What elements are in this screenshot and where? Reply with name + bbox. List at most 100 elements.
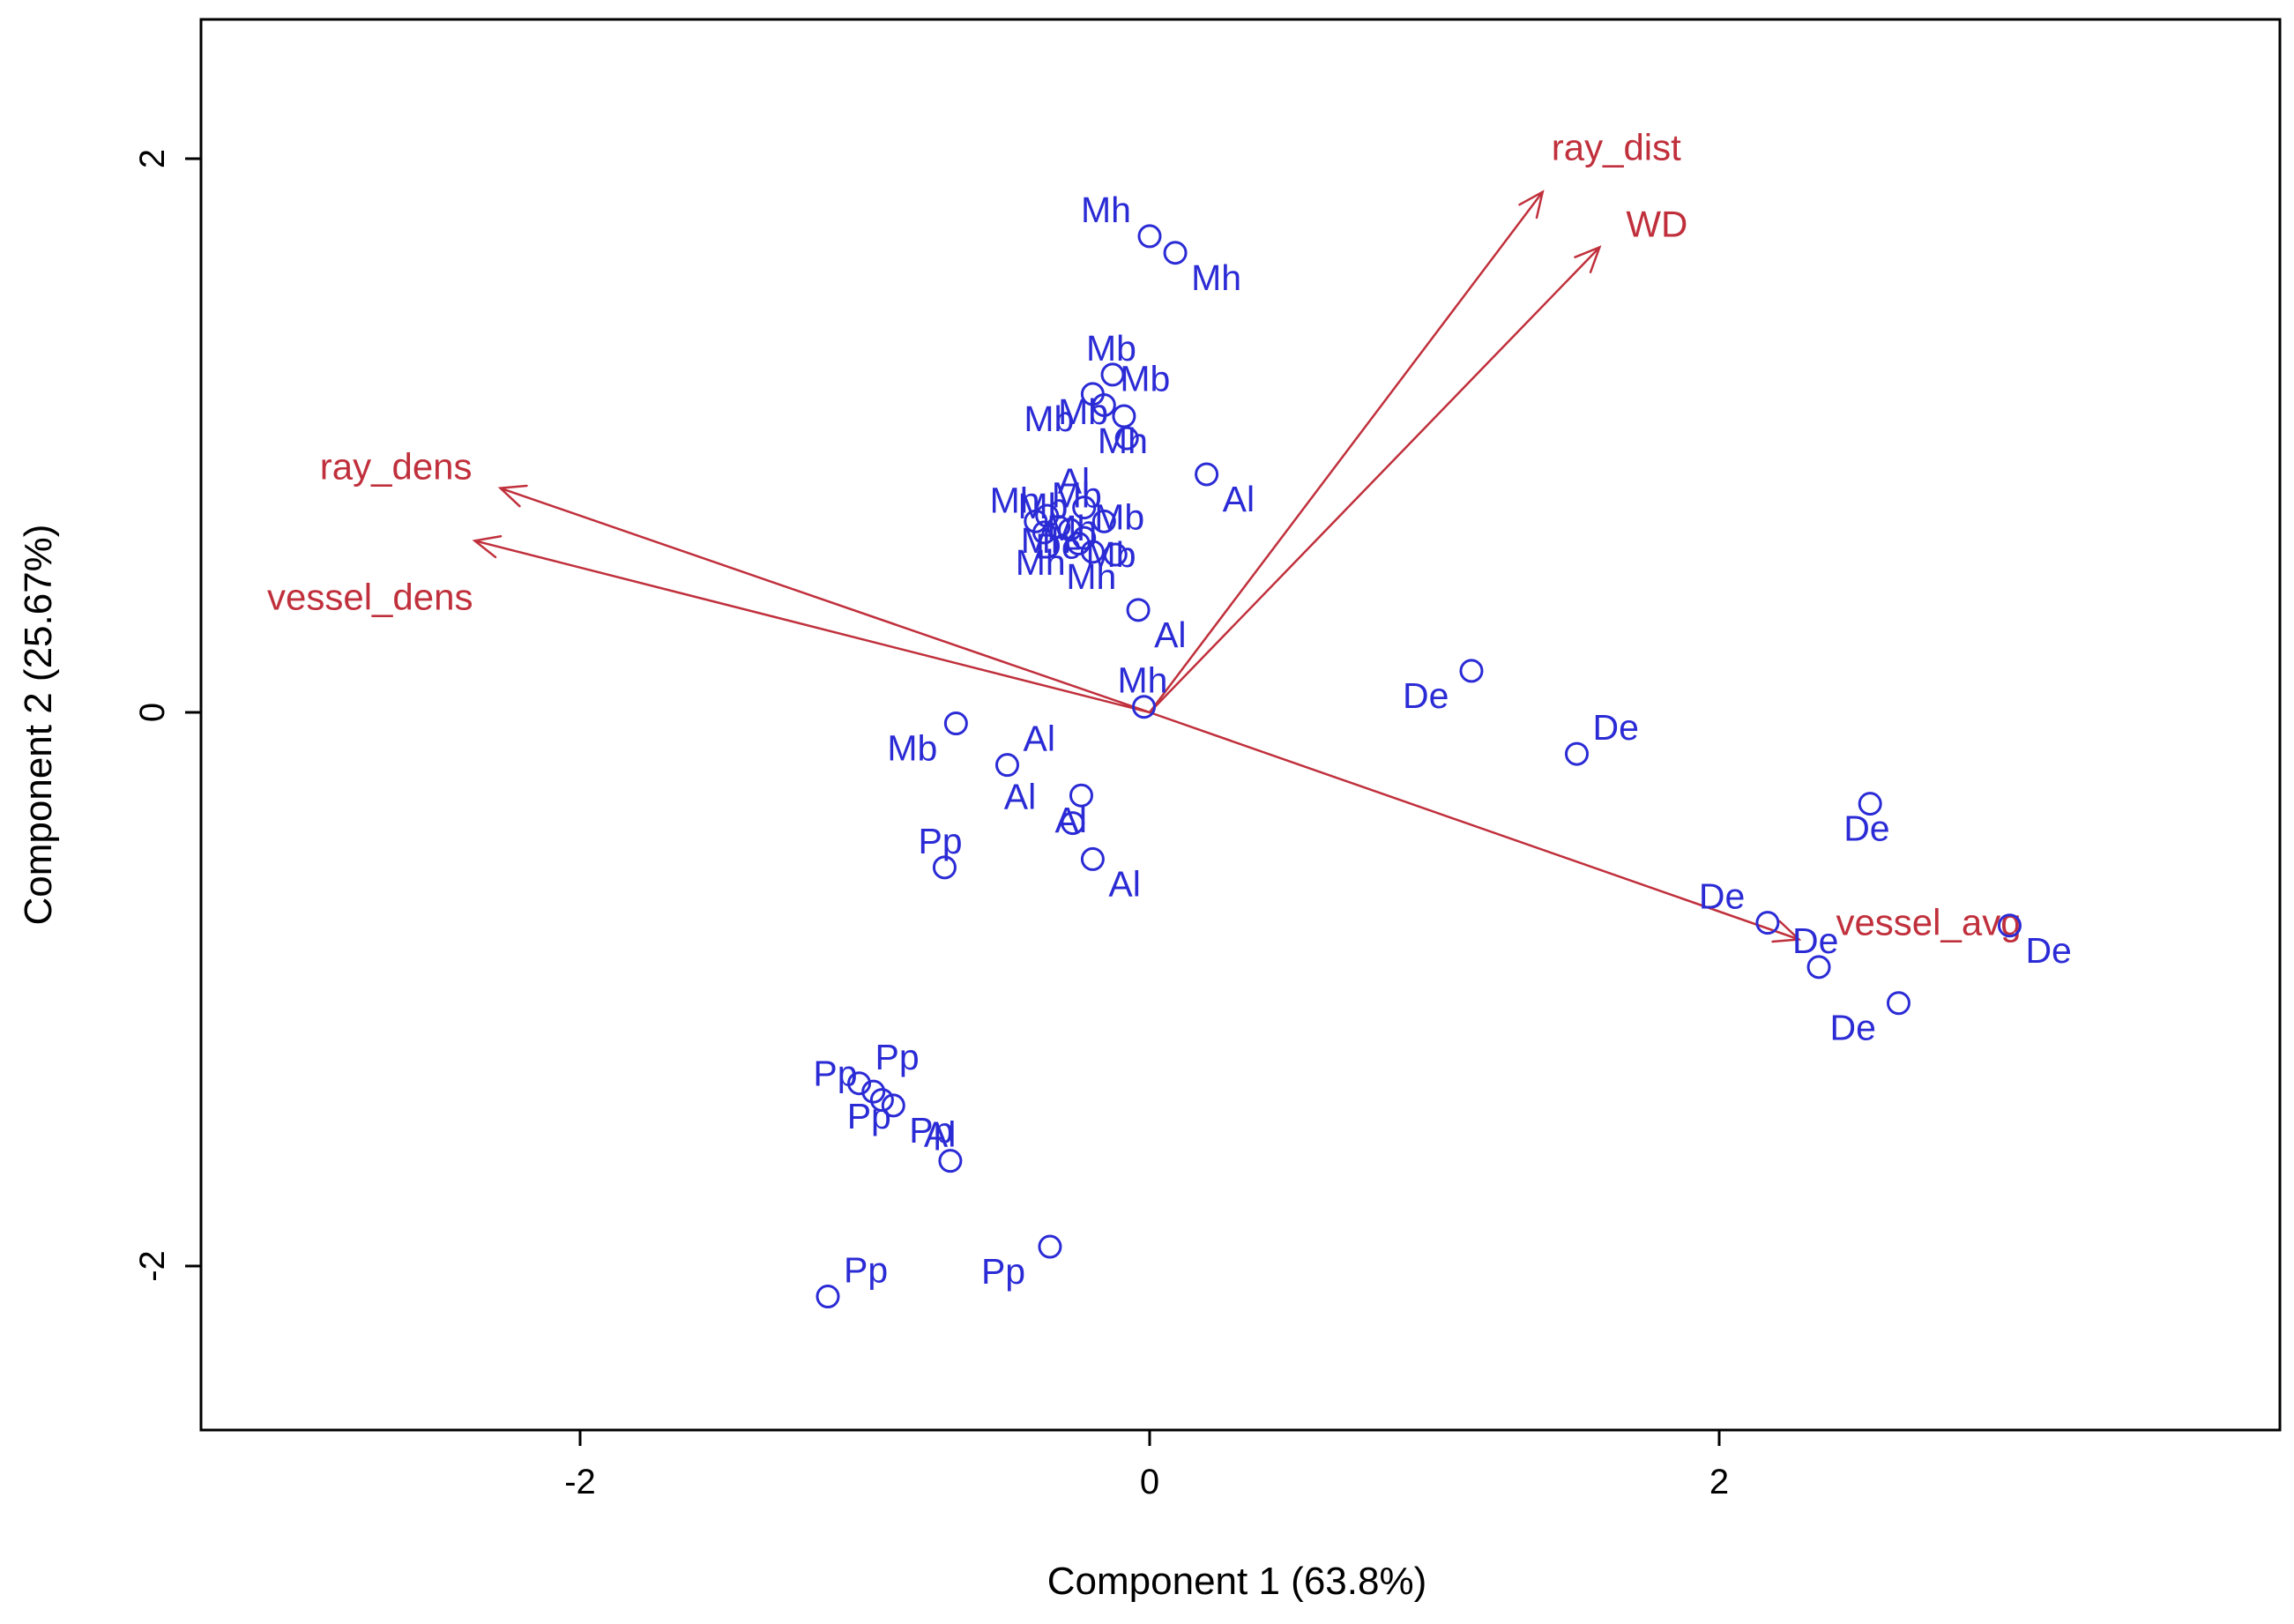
vector-label-vessel_dens: vessel_dens: [267, 576, 473, 617]
vector-head-ray_dist: [1518, 190, 1545, 220]
vector-WD: [1149, 246, 1601, 713]
data-point: [1080, 540, 1105, 564]
data-point: [1046, 515, 1071, 540]
plot-frame: [199, 18, 2282, 1432]
data-point: [1132, 695, 1157, 719]
data-point-label: Mb: [1052, 474, 1102, 515]
data-point-label: Al: [1004, 777, 1036, 817]
data-point-label: Al: [1154, 615, 1186, 655]
data-point: [938, 1149, 963, 1173]
data-point-label: Mh: [1081, 190, 1131, 230]
data-point-label: Pp: [875, 1037, 920, 1077]
data-point: [932, 855, 957, 880]
data-point: [1069, 783, 1093, 808]
vector-label-ray_dist: ray_dist: [1552, 127, 1681, 168]
data-point: [816, 1285, 840, 1309]
vector-vessel_avg: [1149, 711, 1799, 941]
data-point: [1459, 659, 1484, 683]
data-point-label: Mb: [1024, 399, 1074, 439]
data-point-label: Al: [1223, 479, 1255, 519]
x-axis-title: Component 1 (63.8%): [1047, 1560, 1426, 1603]
data-point: [1137, 224, 1162, 249]
data-point: [1100, 362, 1125, 387]
data-point-label: Mb: [887, 728, 937, 769]
vector-ray_dist: [1149, 190, 1544, 713]
data-point: [1755, 911, 1780, 935]
data-point-label: Al: [924, 1114, 956, 1155]
data-point: [1565, 741, 1589, 766]
vector-label-ray_dens: ray_dens: [320, 446, 473, 488]
data-point: [1163, 241, 1188, 265]
vector-label-vessel_avg: vessel_avg: [1836, 901, 2021, 942]
vector-head-ray_dens: [497, 484, 528, 508]
data-point: [1032, 520, 1056, 545]
data-point-label: De: [1593, 707, 1639, 748]
data-point-label: Pp: [918, 821, 962, 861]
data-point: [1072, 495, 1097, 520]
data-point-label: Pp: [813, 1054, 857, 1094]
vector-head-vessel_avg: [1771, 920, 1802, 943]
data-point: [1886, 991, 1910, 1016]
data-point-label: Al: [1024, 719, 1055, 759]
vector-ray_dens: [500, 487, 1151, 714]
vector-label-WD: WD: [1626, 203, 1687, 244]
data-point-label: Mb: [1120, 358, 1170, 399]
vector-head-vessel_dens: [472, 534, 503, 559]
observation-points: MhMhMbMbMbMhMbAlAlDeMbMhMhMbMbMhMbMhMhAl…: [813, 190, 2072, 1309]
data-point-label: Mb: [1058, 391, 1108, 432]
data-point: [1066, 531, 1091, 555]
data-point: [1806, 955, 1831, 980]
data-point-label: Mh: [1046, 508, 1097, 548]
x-tick-label: 2: [1709, 1463, 1729, 1501]
data-point-label: De: [1403, 675, 1449, 716]
data-point-label: De: [1829, 1008, 1875, 1048]
data-point: [1058, 518, 1083, 542]
data-point-label: Mh: [1016, 542, 1066, 583]
data-point: [1061, 811, 1085, 836]
data-point: [1858, 792, 1882, 816]
y-axis-title: Component 2 (25.67%): [17, 525, 60, 926]
data-point-label: Al: [1108, 863, 1140, 904]
data-point-label: Al: [1058, 461, 1090, 502]
data-point: [1080, 846, 1105, 871]
data-point: [1114, 426, 1139, 451]
data-point: [1997, 913, 2022, 938]
data-point: [1091, 509, 1116, 533]
data-point-label: Pp: [909, 1110, 953, 1151]
data-point-label: De: [2025, 930, 2071, 971]
vector-head-WD: [1574, 245, 1602, 273]
data-point-label: De: [1843, 808, 1889, 849]
y-tick-label: 0: [133, 703, 172, 722]
data-point-label: Mh: [1021, 520, 1071, 561]
data-point: [1072, 525, 1097, 550]
data-point-label: Mh: [1118, 660, 1168, 701]
data-point: [1038, 1234, 1062, 1259]
y-tick-label: -2: [133, 1250, 172, 1282]
data-point: [1103, 542, 1128, 567]
x-tick-label: -2: [564, 1463, 596, 1501]
axes: -2 0 2 -2 0 2: [133, 149, 1729, 1501]
y-tick-label: 2: [133, 149, 172, 168]
data-point-label: Mb: [1017, 486, 1068, 526]
data-point-label: Mb: [1094, 496, 1144, 537]
data-point: [1126, 598, 1151, 622]
data-point-label: Pp: [981, 1251, 1025, 1292]
data-point: [847, 1071, 872, 1096]
data-point: [861, 1079, 886, 1104]
data-point-label: Mh: [1191, 257, 1241, 298]
data-point: [943, 711, 968, 736]
data-point: [995, 753, 1019, 778]
data-point: [1195, 462, 1219, 487]
data-point-label: Mh: [990, 480, 1040, 521]
x-tick-label: 0: [1140, 1463, 1159, 1501]
vector-vessel_dens: [474, 540, 1151, 714]
loading-vectors: ray_dist WD ray_dens vessel_dens vessel_avg: [267, 127, 2022, 943]
data-point: [869, 1088, 894, 1113]
data-point: [1112, 404, 1136, 428]
data-point: [1091, 392, 1116, 417]
data-point-label: De: [1792, 920, 1838, 961]
data-point-label: Mb: [1086, 328, 1136, 369]
data-point-label: Pp: [844, 1250, 888, 1291]
data-point: [881, 1093, 905, 1118]
